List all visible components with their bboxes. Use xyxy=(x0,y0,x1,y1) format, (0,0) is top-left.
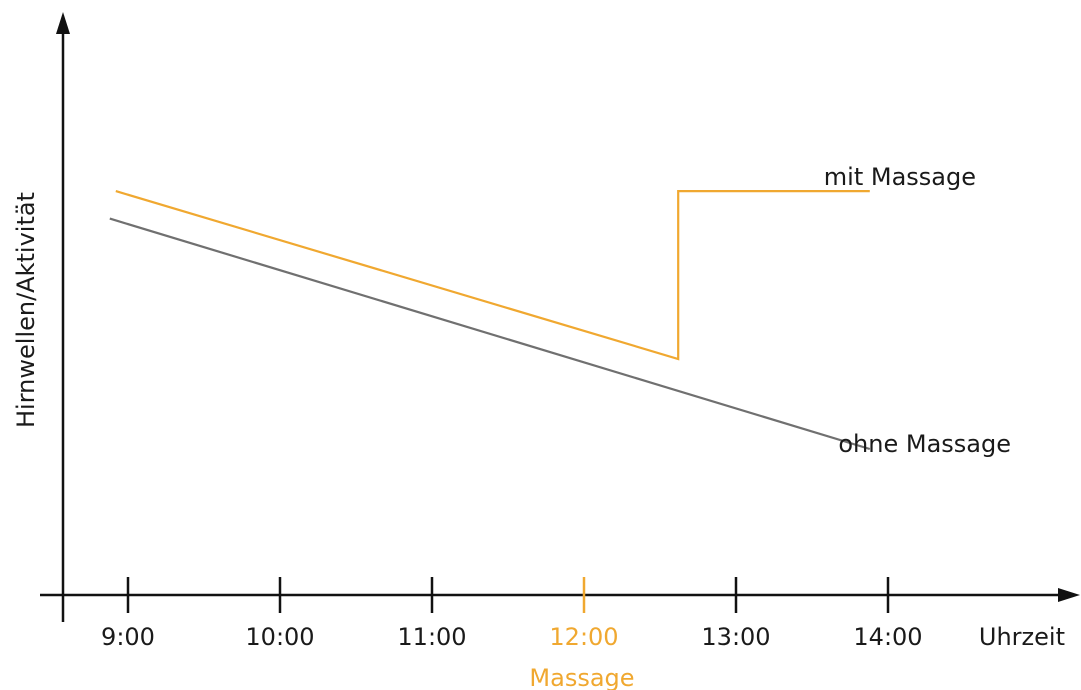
x-tick-label-900: 9:00 xyxy=(101,623,155,651)
axes xyxy=(40,12,1080,622)
x-tick-label-1300: 13:00 xyxy=(701,623,770,651)
series-line-ohne-massage xyxy=(109,217,871,451)
highlight-annotation: Massage xyxy=(529,664,634,690)
y-axis-arrow xyxy=(56,12,70,34)
x-tick-label-1200: 12:00 xyxy=(549,623,618,651)
y-axis-label: Hirnwellen/Aktivität xyxy=(12,192,40,428)
x-axis-label: Uhrzeit xyxy=(979,623,1065,651)
series-line-mit-massage xyxy=(115,190,870,361)
x-tick-label-1000: 10:00 xyxy=(245,623,314,651)
x-tick-label-1100: 11:00 xyxy=(397,623,466,651)
x-ticks: 9:00 10:00 11:00 12:00 13:00 14:00 xyxy=(101,577,923,651)
labels: Uhrzeit Hirnwellen/Aktivität Massage mit… xyxy=(12,163,1065,690)
x-axis-arrow xyxy=(1058,588,1080,602)
series-lines xyxy=(109,190,871,451)
x-tick-label-1400: 14:00 xyxy=(853,623,922,651)
series-label-mit-massage: mit Massage xyxy=(824,163,976,191)
series-label-ohne-massage: ohne Massage xyxy=(838,430,1011,458)
